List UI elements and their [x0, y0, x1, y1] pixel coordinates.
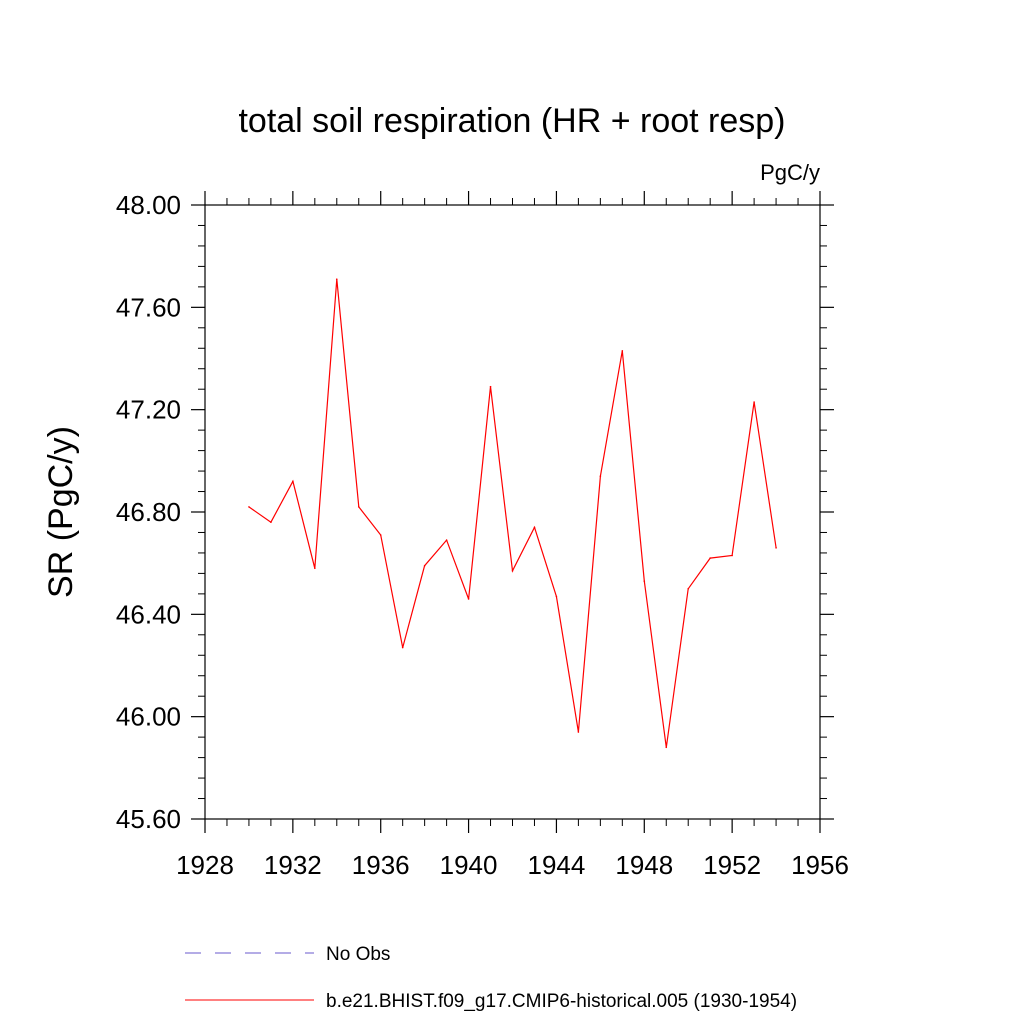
data-point: [599, 475, 602, 477]
data-point: [621, 350, 624, 352]
data-point: [357, 506, 360, 508]
data-point: [709, 557, 711, 559]
data-point: [533, 526, 536, 529]
legend: No Obs b.e21.BHIST.f09_g17.CMIP6-historic…: [185, 944, 797, 1012]
data-point: [292, 480, 294, 483]
data-point: [775, 547, 777, 549]
data-point: [577, 731, 580, 733]
data-point: [753, 401, 755, 403]
legend-label: b.e21.BHIST.f09_g17.CMIP6-historical.005…: [326, 991, 797, 1012]
data-point: [270, 521, 272, 524]
x-tick-label: 1940: [440, 850, 498, 880]
data-point: [489, 385, 492, 388]
y-tick-label: 47.20: [116, 395, 181, 425]
chart-title: total soil respiration (HR + root resp): [238, 102, 785, 140]
y-tick-label: 46.00: [116, 702, 181, 732]
data-point: [314, 567, 316, 570]
series-line: [248, 279, 777, 748]
x-tick-label: 1956: [791, 850, 849, 880]
x-tick-label: 1936: [352, 850, 410, 880]
data-point: [687, 587, 690, 590]
data-point: [445, 539, 448, 541]
axis-ticks: 1928 1932 1936 1940 1944 1948 1952 1956 45.60 46.…: [116, 190, 849, 880]
data-point: [423, 564, 426, 567]
x-tick-label: 1928: [176, 850, 234, 880]
data-point: [665, 746, 668, 749]
y-tick-label: 45.60: [116, 804, 181, 834]
x-tick-label: 1952: [703, 850, 761, 880]
x-tick-label: 1944: [528, 850, 586, 880]
x-tick-label: 1932: [264, 850, 322, 880]
y-tick-label: 46.40: [116, 599, 181, 629]
data-point: [401, 646, 404, 649]
legend-label: No Obs: [326, 944, 390, 965]
units-label: PgC/y: [760, 160, 820, 185]
data-point: [248, 506, 250, 508]
data-point: [643, 580, 646, 582]
data-point: [555, 595, 558, 598]
y-tick-label: 48.00: [116, 190, 181, 220]
x-tick-label: 1948: [615, 850, 673, 880]
data-point: [379, 534, 382, 536]
y-tick-label: 47.60: [116, 292, 181, 322]
y-axis-label: SR (PgC/y): [42, 426, 80, 598]
data-point: [467, 598, 470, 600]
data-point: [731, 554, 733, 557]
data-point: [511, 570, 514, 572]
y-tick-label: 46.80: [116, 497, 181, 527]
plot-frame: [204, 204, 821, 820]
data-point: [335, 278, 338, 280]
series-group: [248, 278, 777, 749]
